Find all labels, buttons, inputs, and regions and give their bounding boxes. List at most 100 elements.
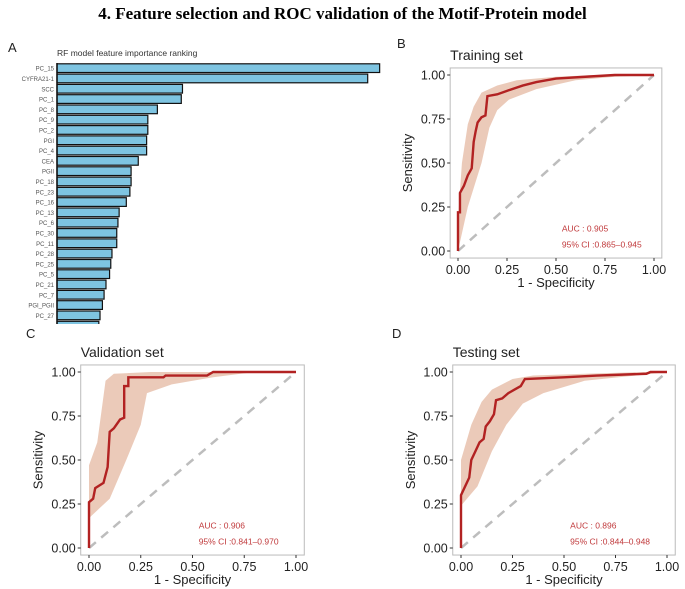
bar-pc_11 [56,238,118,249]
bar-label: PC_11 [36,242,55,248]
panel-label-b: B [397,36,406,51]
y-tick-label: 0.50 [51,454,75,468]
y-tick-label: 0.50 [423,454,447,468]
bar-pc_6 [56,217,119,228]
y-tick-label: 0.00 [421,245,445,259]
bar-label: PC_5 [39,273,55,279]
ci-annotation: 95% CI :0.844–0.948 [570,536,650,546]
ci-band [461,372,667,506]
y-tick-label: 0.25 [421,201,445,215]
bar-label: PC_30 [36,231,55,237]
y-tick-label: 0.75 [51,410,75,424]
chart-title: Training set [450,47,523,63]
x-tick-label: 0.50 [552,560,576,574]
bar-pc_5 [56,269,111,280]
roc-curve [87,370,296,548]
x-tick-label: 0.00 [449,560,473,574]
bar-label: CEA [42,159,54,165]
roc-curve [456,73,654,251]
bar-pc_7 [56,289,105,300]
x-axis-title: 1 - Specificity [525,572,603,587]
bar-label: PC_18 [36,180,55,186]
chart-title: Testing set [453,344,520,360]
bar-label: PC_13 [36,211,55,217]
bar-label: PC_23 [36,190,55,196]
y-tick-label: 0.25 [51,498,75,512]
y-axis-title: Sensitivity [403,430,418,489]
bar-pgii [56,166,132,177]
y-tick-label: 0.50 [421,157,445,171]
bar-label: PC_16 [36,201,55,207]
panel-label-a: A [8,40,17,55]
x-tick-label: 0.75 [232,560,256,574]
x-tick-label: 0.50 [180,560,204,574]
y-axis-title: Sensitivity [400,133,415,192]
bar-label: PC_28 [36,252,55,258]
y-tick-label: 0.25 [423,498,447,512]
bar-pc_25 [56,258,112,269]
x-tick-label: 0.50 [544,263,568,277]
bar-pc_2 [56,124,149,135]
x-tick-label: 0.75 [603,560,627,574]
bar-label: PC_2 [39,128,55,134]
y-tick-label: 1.00 [421,69,445,83]
bar-scc [56,83,184,94]
bar-pc_30 [56,228,118,238]
x-axis-title: 1 - Specificity [154,572,232,587]
auc-annotation: AUC : 0.906 [199,521,246,531]
x-axis-title: 1 - Specificity [517,275,595,290]
x-tick-label: 1.00 [284,560,308,574]
bar-pc_4 [56,145,148,156]
bar-label: PGI [44,139,55,145]
y-tick-label: 1.00 [423,366,447,380]
bar-label: PGII [42,170,54,176]
panel-a-feature-importance-chart: A RF model feature importance ranking PC_1… [8,40,381,324]
bar-label: PC_25 [36,262,55,268]
y-tick-label: 0.00 [51,542,75,556]
bar-pc_15 [56,63,381,74]
bar-pc_1 [56,94,182,105]
bar-pc_27 [56,310,101,321]
panel-b-training-roc: B Training set 0.000.00 0.25 0.25 0.50 0.50 0.7… [397,36,666,290]
ci-band [89,372,296,519]
bar-pc_16 [56,197,127,207]
reference-diagonal [88,371,297,549]
panel-c-validation-roc: C Validation set 0.000.00 0.25 0.25 0.50 0.50 0… [26,326,308,587]
bar-pgi [56,135,148,146]
bar-pgi_pgii [56,300,104,311]
bar-label: PC_4 [39,149,55,155]
panel-label-c: C [26,326,35,341]
x-tick-label: 0.75 [593,263,617,277]
auc-annotation: AUC : 0.905 [562,224,609,234]
bar-label: PC_8 [39,108,55,114]
bar-cyfra21-1 [56,73,369,84]
bar-label: PC_21 [36,283,55,289]
x-tick-label: 1.00 [642,263,666,277]
bar-pc_23 [56,186,131,197]
panel-label-d: D [392,326,401,341]
y-tick-label: 1.00 [51,366,75,380]
x-tick-label: 0.00 [446,263,470,277]
bar-pc_9 [56,114,149,125]
bar-cea [56,155,139,166]
y-axis-title: Sensitivity [31,430,46,489]
bar-label: SCC [41,87,54,93]
x-tick-label: 0.25 [500,560,524,574]
bar-label: PC_6 [39,221,55,227]
bar-label: PC_1 [39,98,55,104]
bar-label: PC_27 [36,314,55,320]
x-tick-label: 0.25 [129,560,153,574]
bar-label: PC_9 [39,118,55,124]
bar-pc_22 [56,320,100,324]
chart-title: RF model feature importance ranking [57,48,198,58]
ci-annotation: 95% CI :0.841–0.970 [199,536,279,546]
auc-annotation: AUC : 0.896 [570,521,617,531]
chart-title: Validation set [81,344,164,360]
bar-label: PC_15 [36,67,55,73]
bar-pc_21 [56,279,107,290]
y-tick-label: 0.00 [423,542,447,556]
bar-pc_18 [56,176,132,187]
bar-pc_28 [56,248,113,259]
bar-pc_13 [56,207,120,218]
bar-label: PGI_PGII [28,304,54,310]
